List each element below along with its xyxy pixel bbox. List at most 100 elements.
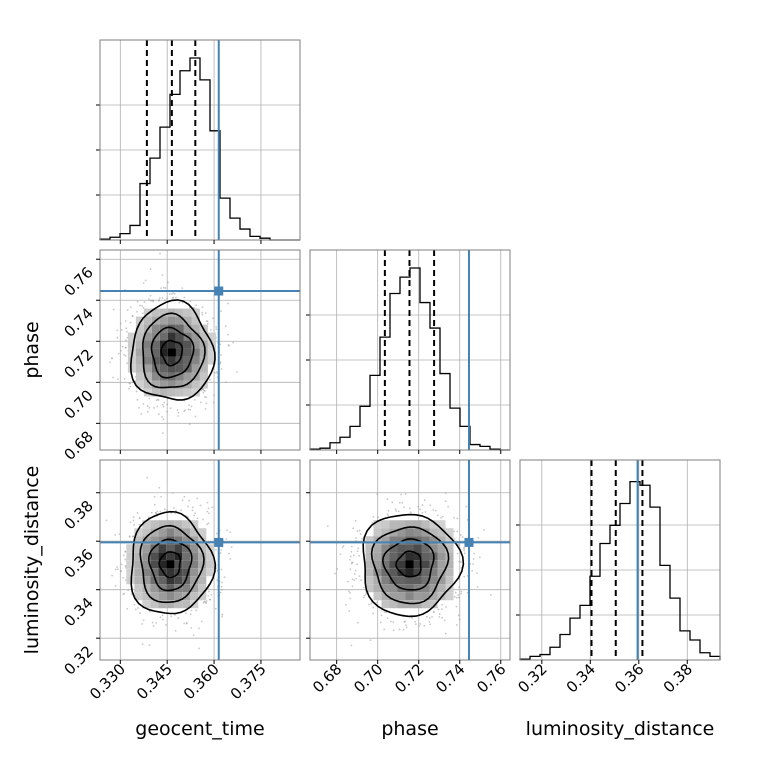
x-tick-label: 0.345 [133,660,176,703]
density-cell [445,528,454,537]
sample-point [118,533,121,536]
density-cell [150,576,159,585]
density-cell [166,584,175,593]
sample-point [356,550,359,553]
density-cell [134,560,143,569]
density-cell [143,348,152,357]
x-tick-label: 0.360 [180,660,223,703]
density-cell [190,560,199,569]
density-cell [135,364,144,373]
sample-point [194,415,197,418]
density-cell [182,560,191,569]
sample-point [121,345,124,348]
sample-point [220,568,223,571]
sample-point [221,581,223,584]
sample-point [120,349,122,352]
sample-point [157,413,160,415]
sample-point [375,601,378,604]
sample-point [136,512,139,514]
sample-point [153,495,156,498]
sample-point [438,613,441,615]
sample-point [124,320,127,322]
sample-point [351,578,354,581]
density-cell [159,308,168,317]
sample-point [146,410,149,413]
sample-point [225,537,228,540]
sample-point [230,546,233,549]
density-cell [158,560,167,569]
x-tick-label: 0.68 [309,660,345,696]
sample-point [116,566,118,568]
sample-point [128,536,131,538]
sample-point [453,530,455,533]
density-cell [405,552,414,561]
density-cell [381,528,390,537]
density-cell [365,544,374,553]
density-cell [365,536,374,545]
density-cell [135,356,144,365]
histogram-luminosity_distance [519,480,721,660]
histogram-geocent_time [99,57,300,241]
sample-point [212,317,214,320]
sample-point [126,309,129,311]
density-cell [167,388,176,397]
density-cell [167,364,176,373]
density-cell [174,520,183,529]
density-cell [183,356,192,365]
sample-point [110,357,113,360]
sample-point [161,614,164,617]
density-cell [159,364,168,373]
density-cell [143,316,152,325]
density-cell [159,388,168,397]
density-cell [413,592,422,601]
sample-point [158,486,161,489]
sample-point [456,552,459,555]
sample-point [156,398,159,401]
sample-point [146,405,149,407]
sample-point [198,647,201,650]
sample-point [136,310,138,313]
sample-point [419,508,421,511]
sample-point [428,617,431,619]
sample-point [201,306,204,309]
sample-point [372,606,375,609]
density-cell [373,584,382,593]
sample-point [227,302,229,305]
density-cell [183,388,192,397]
sample-point [391,501,394,504]
density-cell [437,536,446,545]
density-cell [207,348,216,357]
density-cell [381,592,390,601]
panel-content [310,460,510,660]
sample-point [124,354,127,357]
sample-point [194,512,196,515]
sample-point [200,620,203,623]
sample-point [369,639,372,641]
sample-point [124,579,127,582]
sample-point [339,553,342,556]
density-cell [183,308,192,317]
density-cell [389,584,398,593]
sample-point [177,415,179,417]
sample-point [174,629,177,632]
sample-point [129,521,132,524]
sample-point [421,512,424,514]
sample-point [386,513,389,515]
density-cell [429,600,438,609]
sample-point [130,593,133,595]
sample-point [221,613,224,616]
density-cell [373,520,382,529]
sample-point [398,628,401,631]
sample-point [112,308,115,311]
sample-point [200,389,202,392]
density-cell [134,584,143,593]
density-cell [150,592,159,601]
sample-point [173,292,176,295]
density-cell [365,560,374,569]
sample-point [129,382,132,385]
density-cell [373,560,382,569]
density-peak [405,560,414,569]
sample-point [429,623,432,626]
sample-point [208,512,210,515]
sample-point [158,297,161,300]
